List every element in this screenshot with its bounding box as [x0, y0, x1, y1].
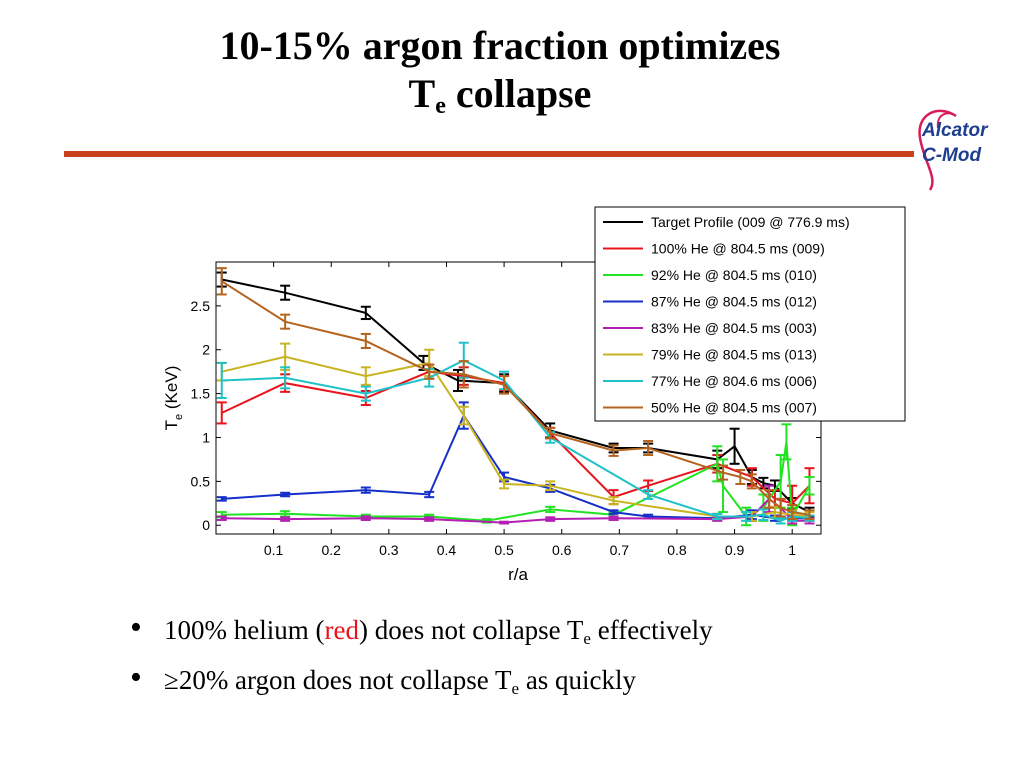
x-tick-label: 0.3	[379, 542, 399, 558]
legend-entry: 83% He @ 804.5 ms (003)	[651, 320, 817, 336]
y-tick-label: 0.5	[191, 473, 211, 489]
bullet-1-pre: 100% helium (	[164, 615, 325, 645]
legend-box	[594, 206, 906, 422]
y-tick-label: 0	[202, 517, 210, 533]
bullet-dot-2: •	[130, 659, 142, 696]
series-line	[221, 413, 810, 520]
logo-swoosh-2	[936, 112, 957, 129]
y-tick-label: 2.5	[191, 298, 211, 314]
bullet-2: • ≥20% argon does not collapse Te as qui…	[130, 658, 713, 708]
x-tick-label: 1	[788, 542, 796, 558]
series-line	[221, 355, 810, 518]
bullet-dot-1: •	[130, 609, 142, 646]
x-axis-label: r/a	[508, 565, 528, 584]
series-group	[216, 341, 815, 525]
legend-entry: 92% He @ 804.5 ms (010)	[651, 267, 817, 283]
bullet-1-red-word: red	[324, 615, 359, 645]
legend-entry: 77% He @ 804.6 ms (006)	[651, 373, 817, 389]
title-line-2: Te collapse	[0, 70, 1000, 118]
bullet-1-mid: ) does not collapse T	[358, 615, 584, 645]
y-axis-label-rest: (KeV)	[162, 366, 181, 414]
series-group	[216, 401, 815, 522]
x-tick-label: 0.8	[667, 542, 687, 558]
y-axis-label-sub: e	[173, 414, 185, 420]
series-line	[221, 278, 810, 513]
series-line	[221, 370, 811, 505]
series-group	[216, 363, 815, 522]
x-tick-label: 0.6	[552, 542, 572, 558]
x-tick-label: 0.2	[322, 542, 342, 558]
series-group	[216, 342, 815, 522]
series-group	[216, 484, 815, 525]
x-tick-label: 0.4	[437, 542, 457, 558]
y-tick-label: 1	[202, 429, 210, 445]
y-tick-label: 2	[202, 342, 210, 358]
title-te-sub: e	[435, 93, 446, 119]
series-line	[221, 280, 810, 516]
legend-entry: 50% He @ 804.5 ms (007)	[651, 400, 817, 416]
title-te-main: T	[408, 71, 436, 116]
x-tick-label: 0.9	[725, 542, 745, 558]
bullet-list: • 100% helium (red) does not collapse Te…	[130, 608, 713, 708]
bullet-2-pre: ≥20% argon does not collapse T	[164, 665, 512, 695]
bullet-1-post: effectively	[590, 615, 713, 645]
title-te-rest: collapse	[445, 71, 592, 116]
legend-entry: 100% He @ 804.5 ms (009)	[651, 241, 825, 257]
title-line-1: 10-15% argon fraction optimizes	[219, 23, 781, 68]
x-tick-label: 0.5	[494, 542, 514, 558]
logo-line-2: C-Mod	[922, 145, 981, 166]
series-line	[221, 441, 811, 522]
legend-entry: Target Profile (009 @ 776.9 ms)	[651, 214, 850, 230]
series-group	[216, 267, 815, 521]
logo-swoosh	[918, 109, 957, 191]
series-group	[216, 271, 815, 518]
slide-title: 10-15% argon fraction optimizes Te colla…	[0, 22, 1000, 118]
series-line	[221, 497, 810, 524]
legend-entry: 79% He @ 804.5 ms (013)	[651, 347, 817, 363]
y-tick-label: 1.5	[191, 386, 211, 402]
bullet-1-sub: e	[583, 629, 591, 648]
legend-entry: 87% He @ 804.5 ms (012)	[651, 294, 817, 310]
plot-area	[215, 261, 822, 535]
x-tick-label: 0.1	[264, 542, 284, 558]
x-tick-label: 0.7	[610, 542, 630, 558]
series-line	[221, 359, 810, 522]
y-axis-label-main: T	[162, 420, 181, 430]
alcator-cmod-logo: Alcator C-Mod	[918, 109, 989, 191]
bullet-2-sub: e	[511, 679, 520, 698]
bullet-1: • 100% helium (red) does not collapse Te…	[130, 608, 713, 658]
logo-line-1: Alcator	[921, 120, 989, 141]
y-axis-label: Te (KeV)	[162, 366, 185, 431]
bullet-2-post: as quickly	[519, 665, 637, 695]
title-underline	[64, 151, 914, 157]
series-group	[216, 423, 815, 527]
